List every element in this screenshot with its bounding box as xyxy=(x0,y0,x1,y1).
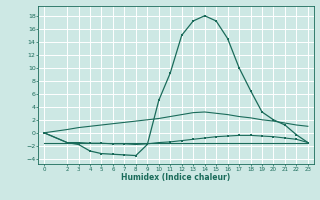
X-axis label: Humidex (Indice chaleur): Humidex (Indice chaleur) xyxy=(121,173,231,182)
